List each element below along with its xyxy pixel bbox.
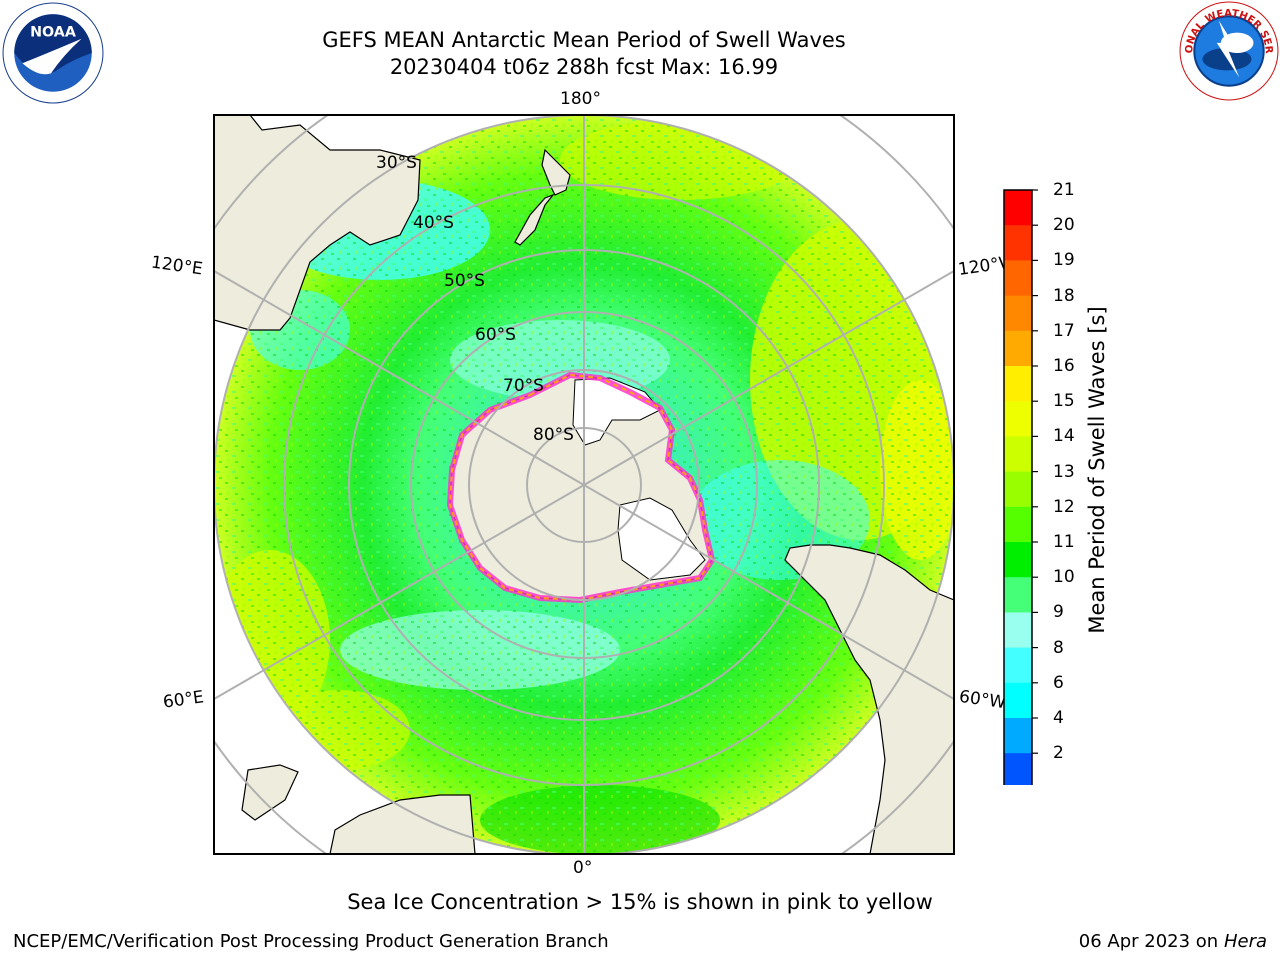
noaa-logo: NOAA <box>2 2 104 104</box>
colorbar-segment <box>1004 330 1032 367</box>
colorbar-tick-label: 10 <box>1053 567 1075 588</box>
footer-date: 06 Apr 2023 on Hera <box>1078 931 1267 952</box>
colorbar-segment <box>1004 366 1032 402</box>
colorbar-tick-label: 21 <box>1053 180 1075 200</box>
colorbar-segment <box>1004 436 1032 473</box>
lon-label-0: 0° <box>573 858 593 878</box>
lat-label-40s: 40°S <box>413 213 454 233</box>
colorbar-segment <box>1004 647 1032 684</box>
colorbar-tick-label: 9 <box>1053 602 1064 623</box>
sea-ice-note: Sea Ice Concentration > 15% is shown in … <box>347 890 933 914</box>
graticule <box>214 115 954 854</box>
colorbar-segment <box>1004 190 1032 226</box>
colorbar-segment <box>1004 225 1032 261</box>
lon-label-180: 180° <box>560 89 601 109</box>
colorbar-tick-label: 14 <box>1053 426 1075 447</box>
colorbar-segment <box>1004 506 1032 543</box>
colorbar-tick-label: 11 <box>1053 532 1075 552</box>
colorbar-tick-label: 6 <box>1053 672 1064 693</box>
colorbar-tick-label: 8 <box>1053 637 1064 658</box>
colorbar-segment <box>1004 401 1032 437</box>
colorbar-tick-label: 12 <box>1053 496 1075 517</box>
colorbar-segment <box>1004 471 1032 508</box>
colorbar <box>1003 189 1038 785</box>
colorbar-segment <box>1004 577 1032 613</box>
lat-label-60s: 60°S <box>475 325 516 345</box>
colorbar-segment <box>1004 260 1032 297</box>
colorbar-segment <box>1004 295 1032 332</box>
colorbar-tick-label: 17 <box>1053 320 1075 341</box>
footer-branch: NCEP/EMC/Verification Post Processing Pr… <box>13 931 609 952</box>
colorbar-tick-label: 20 <box>1053 215 1075 236</box>
colorbar-segment <box>1004 718 1032 754</box>
map-frame <box>213 114 955 855</box>
lat-label-70s: 70°S <box>503 376 544 396</box>
nws-logo: NATIONAL WEATHER SERVICE <box>1178 0 1279 101</box>
colorbar-tick-label: 15 <box>1053 391 1075 412</box>
colorbar-segment <box>1004 682 1032 719</box>
lat-label-30s: 30°S <box>376 153 417 173</box>
colorbar-tick-label: 18 <box>1053 285 1075 306</box>
colorbar-segment <box>1004 753 1032 785</box>
colorbar-tick-label: 13 <box>1053 461 1075 482</box>
footer-host: Hera <box>1223 931 1267 952</box>
noaa-logo-text: NOAA <box>30 25 76 41</box>
colorbar-segment <box>1004 612 1032 649</box>
colorbar-tick-label: 2 <box>1053 743 1064 764</box>
lat-label-80s: 80°S <box>533 425 574 445</box>
colorbar-tick-label: 16 <box>1053 356 1075 376</box>
chart-title: GEFS MEAN Antarctic Mean Period of Swell… <box>322 28 846 52</box>
colorbar-tick-label: 4 <box>1053 708 1064 728</box>
colorbar-label: Mean Period of Swell Waves [s] <box>1085 306 1109 634</box>
colorbar-tick-label: 19 <box>1053 250 1075 271</box>
chart-subtitle: 20230404 t06z 288h fcst Max: 16.99 <box>389 55 779 79</box>
colorbar-segment <box>1004 542 1032 578</box>
lat-label-50s: 50°S <box>444 271 485 291</box>
